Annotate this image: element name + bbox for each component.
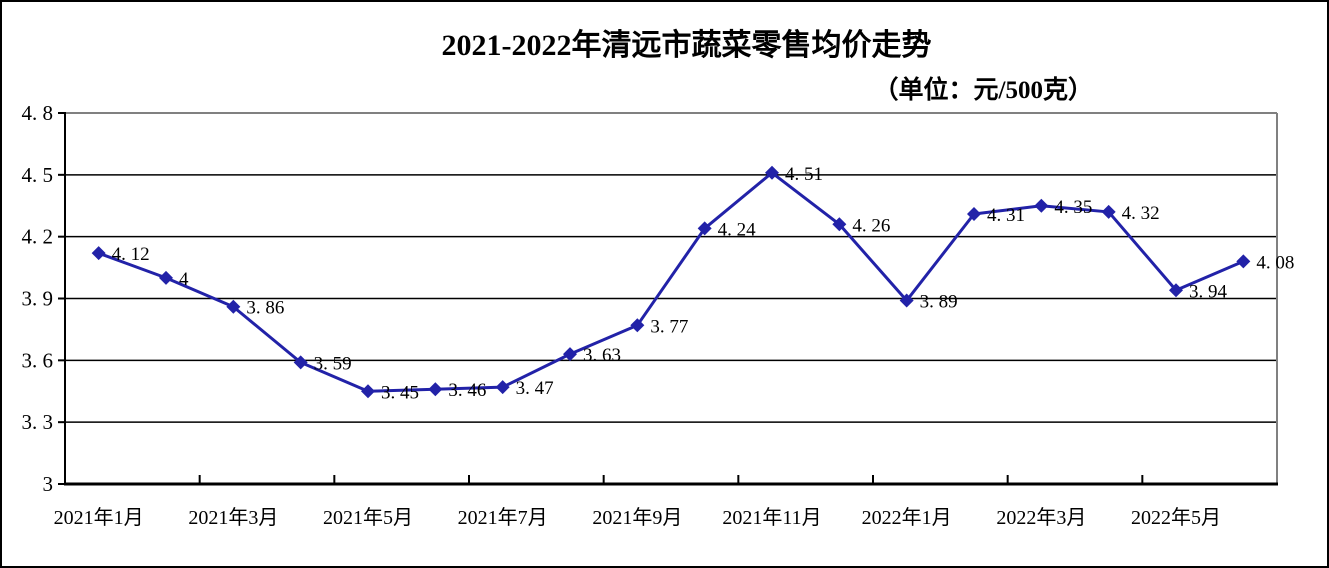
data-point-label: 4. 24	[718, 219, 757, 240]
y-axis-label: 3	[43, 472, 54, 496]
data-point-marker	[765, 165, 779, 180]
price-line	[98, 171, 1244, 393]
y-axis-label: 4. 5	[22, 163, 54, 187]
data-point-marker	[91, 246, 106, 261]
x-axis-label: 2022年5月	[1131, 506, 1221, 529]
data-point-marker	[159, 270, 173, 285]
x-axis-label: 2021年3月	[188, 506, 278, 529]
unit-label: （单位：元/500克）	[873, 77, 1093, 104]
data-point-label: 4. 31	[987, 205, 1025, 226]
data-point-label: 4. 26	[852, 215, 890, 236]
x-axis-label: 2021年11月	[722, 506, 821, 529]
y-axis-label: 4. 8	[22, 101, 54, 125]
x-axis-label: 2021年5月	[323, 506, 413, 529]
x-axis-label: 2022年3月	[996, 506, 1086, 529]
chart-title: 2021-2022年清远市蔬菜零售均价走势	[441, 29, 932, 62]
x-axis-label: 2021年7月	[458, 506, 548, 529]
data-point-marker	[1236, 254, 1251, 269]
data-point-marker	[697, 221, 712, 236]
data-point-label: 4. 35	[1054, 197, 1092, 218]
data-point-label: 4	[179, 269, 189, 290]
x-axis-label: 2022年1月	[862, 506, 952, 529]
data-point-marker	[428, 382, 443, 397]
data-point-marker	[495, 380, 510, 395]
data-point-marker	[630, 318, 645, 333]
data-point-label: 3. 86	[246, 298, 284, 319]
data-point-label: 3. 47	[516, 378, 554, 399]
data-point-marker	[563, 347, 577, 362]
data-point-label: 4. 08	[1256, 252, 1294, 273]
data-point-label: 3. 89	[920, 292, 958, 313]
data-point-label: 3. 94	[1189, 281, 1228, 302]
data-point-label: 3. 46	[448, 380, 486, 401]
data-point-marker	[1101, 204, 1116, 219]
data-point-marker	[226, 299, 241, 314]
data-point-label: 4. 32	[1122, 203, 1160, 224]
data-point-label: 3. 45	[381, 382, 419, 403]
data-point-label: 3. 59	[314, 353, 352, 374]
data-point-marker	[832, 217, 847, 232]
y-axis-label: 3. 9	[22, 287, 54, 311]
data-point-label: 3. 77	[650, 316, 688, 337]
data-point-label: 4. 51	[785, 164, 823, 185]
data-point-label: 4. 12	[112, 244, 150, 265]
y-axis-label: 3. 6	[22, 348, 54, 372]
data-point-marker	[899, 293, 914, 308]
data-point-marker	[1034, 198, 1049, 213]
data-point-marker	[361, 384, 375, 399]
data-point-marker	[293, 355, 308, 370]
data-point-label: 3. 63	[583, 345, 621, 366]
data-point-marker	[967, 206, 981, 221]
data-point-marker	[1169, 283, 1183, 298]
y-axis-label: 3. 3	[22, 410, 54, 434]
x-axis-label: 2021年1月	[54, 506, 144, 529]
x-axis-label: 2021年9月	[592, 506, 682, 529]
y-axis-label: 4. 2	[22, 225, 54, 249]
